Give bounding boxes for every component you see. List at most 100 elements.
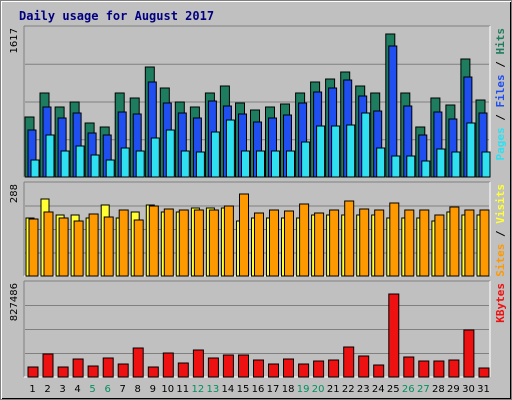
day-label-9: 9: [150, 384, 156, 395]
bar-pages-day-13: [210, 131, 220, 178]
bar-sites-day-28: [434, 214, 445, 277]
bar-sites-day-26: [404, 209, 415, 277]
right-axis-label: KBytes: [494, 283, 507, 323]
day-label-11: 11: [176, 384, 189, 395]
bar-pages-day-3: [60, 150, 70, 178]
ymax-label: 288: [9, 184, 20, 203]
bar-kbytes-day-19: [298, 363, 310, 378]
bar-pages-day-30: [466, 122, 476, 178]
day-label-3: 3: [59, 384, 65, 395]
day-label-6: 6: [105, 384, 111, 395]
bar-sites-day-22: [344, 200, 355, 277]
bar-sites-day-2: [43, 211, 54, 277]
bar-kbytes-day-10: [162, 352, 174, 378]
bar-kbytes-day-20: [313, 360, 325, 378]
bar-pages-day-2: [45, 134, 55, 178]
bar-sites-day-10: [163, 208, 174, 277]
bar-sites-day-31: [479, 209, 490, 277]
bar-pages-day-26: [406, 155, 416, 178]
bar-pages-day-17: [271, 150, 280, 178]
day-label-21: 21: [327, 384, 340, 395]
bar-sites-day-30: [464, 209, 475, 277]
bar-sites-day-8: [133, 219, 144, 277]
bar-pages-day-11: [180, 150, 190, 178]
bar-kbytes-day-3: [57, 366, 69, 378]
bar-kbytes-day-17: [268, 363, 279, 378]
bar-kbytes-day-6: [102, 357, 114, 378]
day-label-2: 2: [44, 384, 50, 395]
bar-kbytes-day-12: [192, 349, 204, 378]
day-label-31: 31: [477, 384, 490, 395]
bar-pages-day-12: [195, 151, 205, 178]
bar-pages-day-28: [436, 148, 446, 178]
day-label-16: 16: [252, 384, 265, 395]
bar-pages-day-9: [150, 137, 160, 178]
bar-pages-day-18: [286, 150, 295, 178]
day-label-12: 12: [192, 384, 205, 395]
label-separator: /: [494, 55, 507, 75]
day-label-22: 22: [342, 384, 355, 395]
right-axis-label: Sites / Visits: [494, 184, 507, 277]
day-label-10: 10: [161, 384, 174, 395]
bar-pages-day-25: [391, 155, 401, 178]
ymax-label: 827486: [9, 283, 20, 321]
bar-pages-day-31: [481, 151, 491, 178]
bar-kbytes-day-31: [478, 367, 490, 378]
bar-kbytes-day-21: [328, 359, 340, 378]
day-label-14: 14: [222, 384, 235, 395]
day-label-27: 27: [417, 384, 430, 395]
bar-kbytes-day-28: [433, 360, 445, 378]
bar-kbytes-day-26: [403, 356, 415, 378]
bar-kbytes-day-14: [222, 354, 234, 378]
day-label-19: 19: [297, 384, 310, 395]
bar-sites-day-19: [299, 203, 310, 277]
day-label-17: 17: [267, 384, 280, 395]
bar-pages-day-10: [165, 129, 175, 178]
bar-kbytes-day-22: [343, 346, 355, 378]
bar-sites-day-5: [88, 213, 99, 277]
bar-kbytes-day-24: [373, 364, 385, 378]
bar-sites-day-7: [118, 209, 129, 277]
bar-kbytes-day-30: [463, 329, 475, 378]
bar-kbytes-day-23: [358, 355, 370, 378]
bar-kbytes-day-16: [253, 359, 264, 378]
day-label-23: 23: [357, 384, 370, 395]
bar-kbytes-day-8: [132, 347, 144, 378]
bar-kbytes-day-4: [72, 358, 84, 378]
bar-kbytes-day-9: [147, 366, 159, 378]
bar-kbytes-day-29: [448, 359, 460, 378]
bar-kbytes-day-1: [27, 366, 39, 378]
bar-pages-day-8: [135, 150, 145, 178]
bar-sites-day-13: [208, 209, 219, 277]
bar-sites-day-18: [284, 210, 294, 277]
series-label-hits: Hits: [494, 28, 507, 55]
day-label-29: 29: [447, 384, 460, 395]
bar-sites-day-25: [389, 202, 400, 277]
bar-kbytes-day-13: [207, 357, 219, 378]
bar-sites-day-12: [193, 209, 204, 277]
bar-sites-day-29: [449, 206, 460, 277]
bar-sites-day-6: [103, 216, 114, 277]
bar-sites-day-4: [73, 220, 84, 277]
chart-title: Daily usage for August 2017: [19, 9, 215, 23]
day-label-18: 18: [282, 384, 295, 395]
bar-sites-day-1: [28, 218, 39, 277]
bar-sites-day-24: [374, 209, 385, 277]
bar-sites-day-15: [239, 193, 249, 277]
right-axis-label: Pages / Files / Hits: [494, 28, 507, 161]
bar-sites-day-27: [419, 209, 430, 277]
day-label-7: 7: [120, 384, 126, 395]
bar-kbytes-day-27: [418, 360, 430, 378]
bar-kbytes-day-15: [238, 354, 249, 378]
bar-pages-day-20: [316, 125, 326, 178]
bar-pages-day-19: [301, 141, 311, 178]
bar-sites-day-23: [359, 208, 370, 277]
bar-pages-day-24: [376, 147, 386, 178]
bar-kbytes-day-11: [177, 362, 189, 378]
bar-sites-day-20: [314, 212, 325, 277]
day-label-5: 5: [89, 384, 95, 395]
bar-sites-day-17: [269, 209, 279, 277]
series-label-sites: Sites: [494, 244, 507, 277]
day-label-20: 20: [312, 384, 325, 395]
